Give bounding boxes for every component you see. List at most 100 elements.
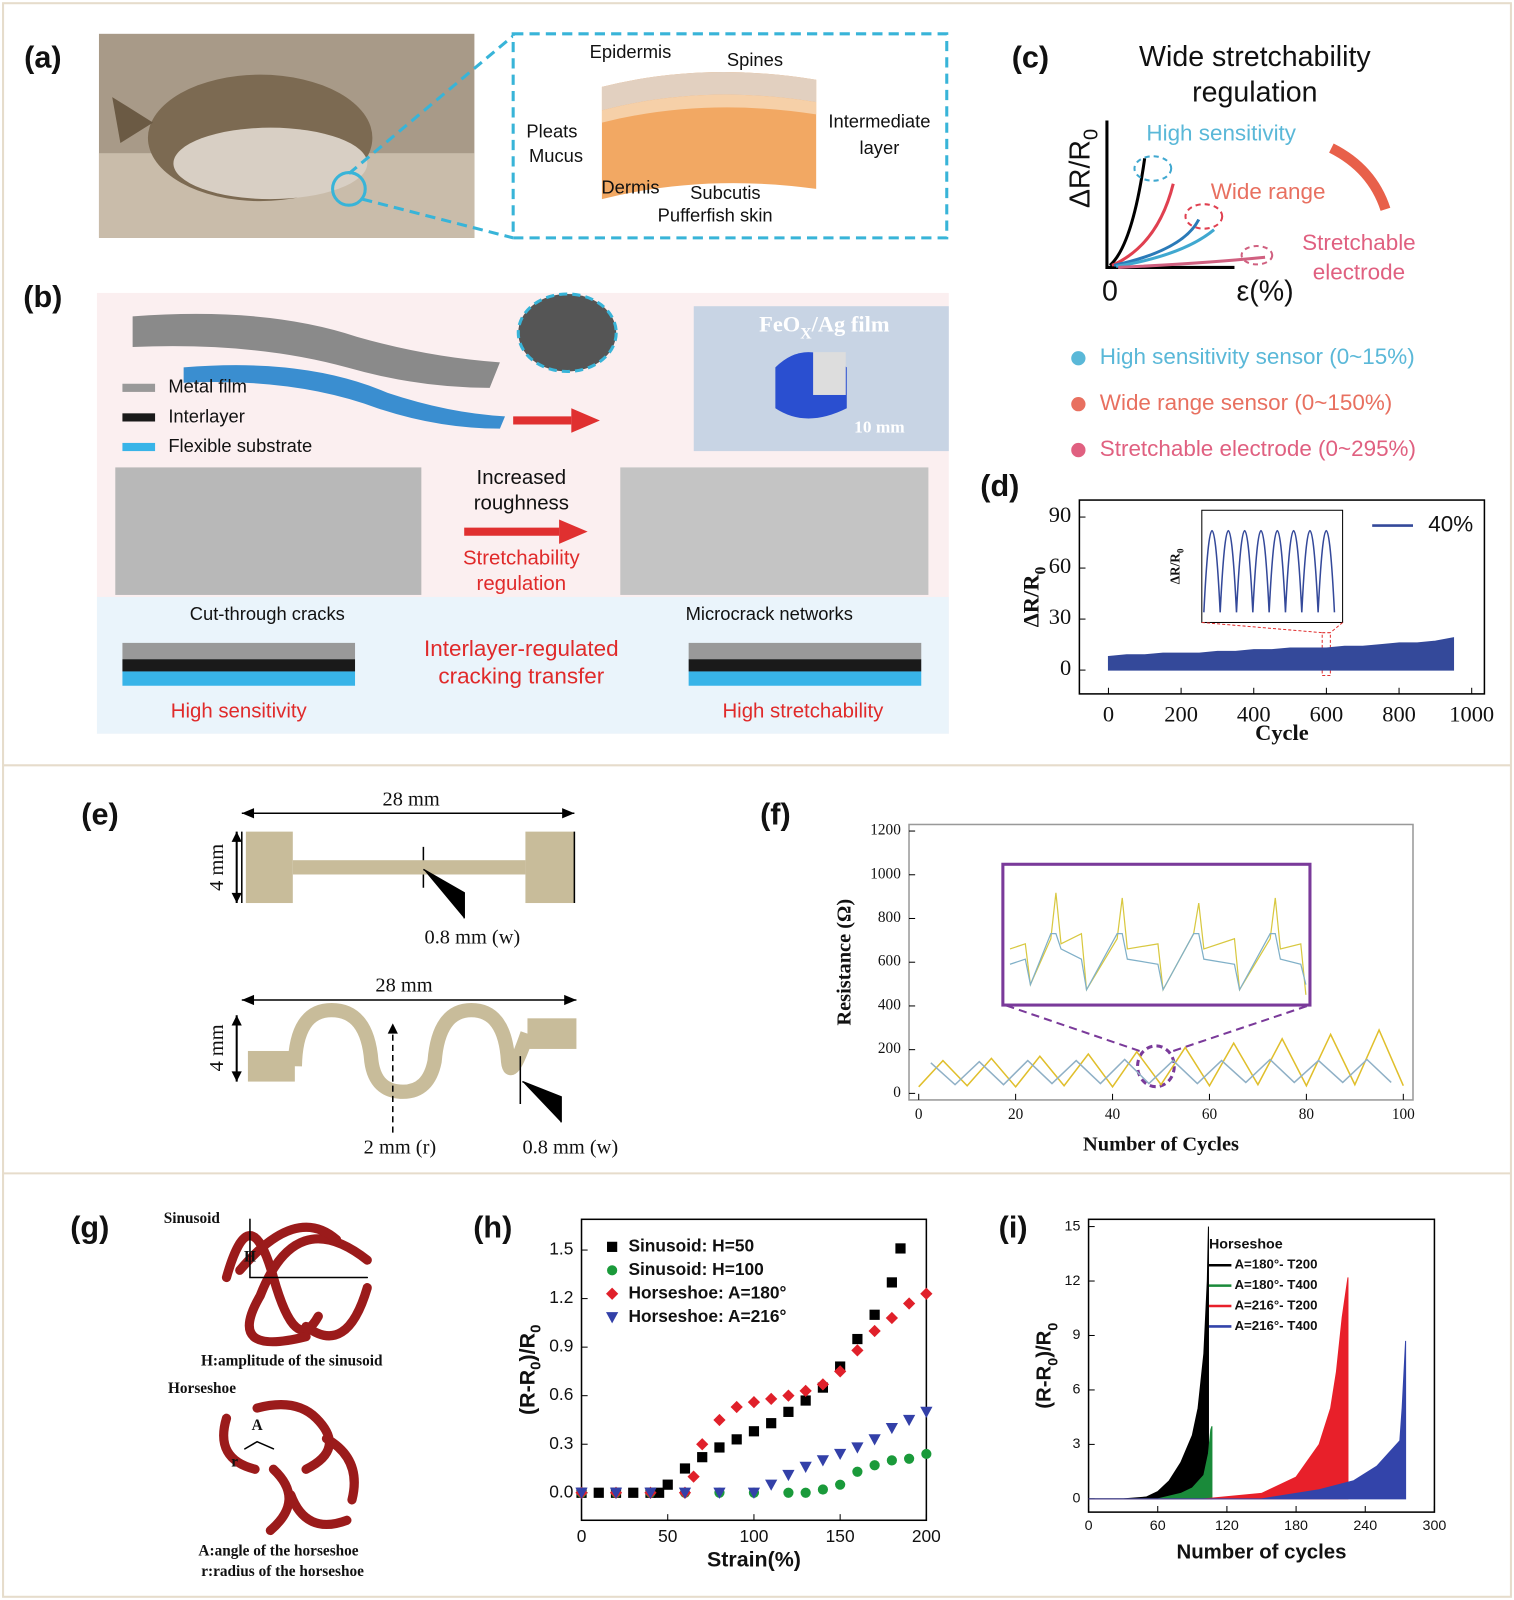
point [852,1466,863,1477]
y-tick-label: 15 [1065,1218,1081,1234]
y-tick-label: 90 [1049,502,1071,527]
y-tick-label: 30 [1049,604,1071,629]
legend-label: 40% [1428,511,1473,536]
label: roughness [474,493,569,515]
label-part: ΔR/R [1064,140,1096,208]
label: layer [860,137,900,158]
legend-label: Sinusoid: H=50 [628,1235,754,1255]
x-tick-label: 0 [1103,701,1114,726]
label-part: ΔR/R [1167,553,1182,585]
x-tick-label: 0 [1085,1518,1093,1534]
label-part: 0 [1045,1323,1061,1331]
label: Intermediate [828,110,930,131]
point [851,1344,864,1357]
y-tick-label: 1.2 [549,1287,573,1307]
point [679,1463,691,1474]
area [1107,637,1455,671]
y-tick-label: 600 [878,953,901,970]
label-part: /Ag film [811,312,890,337]
legend-swatch [122,383,156,392]
legend-swatch [122,413,156,422]
label: ΔR/R0 [1064,129,1103,208]
label: 0.8 mm (w) [425,926,521,948]
x-axis-label: Number of cycles [1176,1541,1346,1563]
panel-label: (f) [760,797,791,831]
point [920,1406,933,1418]
label-part: 0 [528,1361,545,1369]
point [834,1448,847,1461]
label: ε(%) [1237,275,1294,307]
legend-label: Sinusoid: H=100 [628,1259,763,1279]
x-axis-label: Strain(%) [707,1548,801,1572]
label: Dermis [601,177,659,198]
label-part: )/R [515,1332,539,1361]
x-tick-label: 150 [826,1526,855,1546]
x-tick-label: 50 [658,1526,677,1546]
label-part: 0 [528,1325,545,1333]
y-tick-label: 0.9 [549,1336,573,1356]
label: 0.8 mm (w) [522,1137,618,1159]
panel-label: (h) [473,1211,512,1245]
point [869,1460,880,1471]
point [800,1395,811,1406]
legend-swatch [122,442,156,452]
point [817,1484,829,1495]
y-tick-label: 400 [878,996,901,1013]
y-tick-label: 0.6 [549,1384,573,1404]
label-part: 0 [1045,1358,1061,1366]
point [904,1453,915,1464]
y-tick-label: 3 [1072,1436,1080,1452]
panel-b-art [96,292,949,734]
point [609,1487,623,1499]
panel-label: (b) [23,280,62,314]
y-tick-label: 800 [878,909,901,926]
label-part: 0 [1033,567,1050,575]
point [902,1414,916,1427]
point [697,1452,708,1463]
label-part: (R-R [1034,1365,1056,1408]
point [747,1396,761,1409]
point [730,1400,743,1414]
label: cracking transfer [438,663,604,688]
area [1088,1426,1213,1500]
point [799,1461,812,1473]
point [852,1333,863,1345]
label: A [252,1417,263,1434]
label-part: ΔR/R [1019,574,1044,628]
label: Stretchable [1302,230,1416,255]
x-tick-label: 120 [1215,1518,1239,1534]
point [607,1265,618,1276]
label: High sensitivity [171,701,308,723]
x-tick-label: 0 [577,1526,587,1546]
legend-label: A=180°- T400 [1234,1277,1317,1292]
x-tick-label: 100 [739,1526,768,1546]
x-tick-label: 40 [1105,1106,1121,1123]
x-tick-label: 300 [1423,1518,1447,1534]
legend-label: A=216°- T200 [1234,1298,1317,1313]
x-tick-label: 60 [1150,1518,1166,1534]
point [782,1389,795,1402]
y-tick-label: 1200 [870,822,901,839]
x-axis-label: Cycle [1255,720,1309,745]
label: Stretchability [463,548,581,570]
point [783,1406,794,1417]
legend-label: Interlayer [168,405,245,426]
y-tick-label: 0 [893,1084,901,1101]
point [783,1487,794,1498]
legend-label: Flexible substrate [168,435,312,456]
label: Spines [727,49,783,70]
label: regulation [477,573,567,595]
y-axis-label: (R-R0)/R0 [515,1325,545,1415]
point [782,1469,795,1482]
point [714,1442,725,1453]
point [851,1442,864,1454]
y-tick-label: 0.0 [549,1481,573,1501]
point [895,1243,906,1254]
label: High sensitivity [1146,121,1296,146]
label: 0 [1102,275,1118,307]
point [885,1422,898,1435]
legend-label: Horseshoe: A=180° [628,1282,786,1302]
point [678,1487,692,1499]
panel-label: (i) [999,1211,1028,1245]
label: FeOX/Ag film [759,312,890,343]
